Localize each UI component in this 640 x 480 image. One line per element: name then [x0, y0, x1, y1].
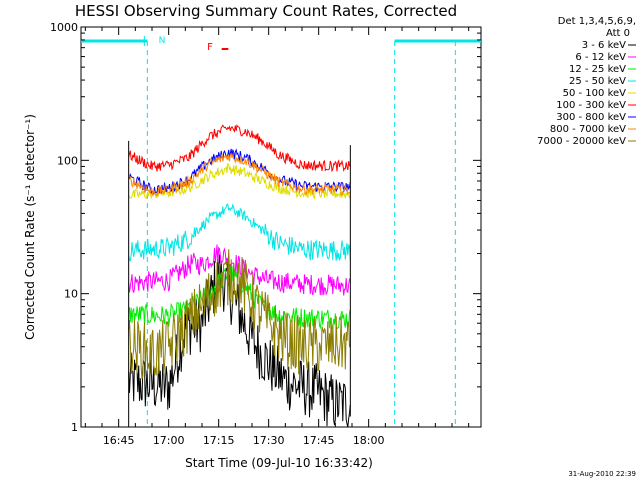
series-line-6 [128, 148, 351, 195]
legend-entry-label: 50 - 100 keV [563, 88, 627, 99]
series-line-8 [128, 249, 351, 380]
legend-entry-label: 25 - 50 keV [569, 76, 626, 87]
x-tick-label: 17:45 [303, 434, 335, 447]
x-tick-label: 17:30 [253, 434, 285, 447]
plot-frame [80, 26, 482, 428]
chart-title: HESSI Observing Summary Count Rates, Cor… [75, 2, 457, 20]
x-tick-label: 17:00 [153, 434, 185, 447]
x-tick-label: 18:00 [353, 434, 385, 447]
series-line-7 [128, 152, 351, 197]
legend-entry-label: 7000 - 20000 keV [537, 136, 626, 147]
legend-entry-label: 800 - 7000 keV [550, 124, 626, 135]
legend-header-line: Det 1,3,4,5,6,9, [558, 16, 636, 27]
legend-entry-label: 12 - 25 keV [569, 64, 626, 75]
y-axis-label: Corrected Count Rate (s⁻¹ detector⁻¹) [23, 114, 37, 340]
x-axis-label: Start Time (09-Jul-10 16:33:42) [185, 456, 373, 470]
legend-entry-label: 300 - 800 keV [556, 112, 626, 123]
date-stamp: 31-Aug-2010 22:39 [568, 470, 636, 478]
series-line-5 [128, 123, 351, 173]
y-tick-label: 100 [57, 154, 78, 167]
legend-header-line: Att 0 [606, 28, 630, 39]
series-line-3 [128, 203, 351, 262]
flare-flag-label: F [207, 42, 213, 53]
x-tick-label: 16:45 [103, 434, 135, 447]
legend-entry-label: 3 - 6 keV [582, 40, 626, 51]
y-tick-label: 10 [64, 288, 78, 301]
x-axis: 16:45 17:00 17:15 17:30 17:45 18:00 [84, 27, 470, 447]
legend-entry-label: 100 - 300 keV [556, 100, 626, 111]
series-line-0 [128, 254, 351, 428]
y-tick-label: 1 [71, 421, 78, 434]
night-flag-label: N [159, 36, 166, 46]
y-axis: 1 10 100 1000 [50, 21, 481, 434]
series-line-1 [128, 244, 351, 296]
night-flags [81, 36, 481, 427]
x-tick-label: 17:15 [203, 434, 235, 447]
legend-entry-label: 6 - 12 keV [575, 52, 626, 63]
data-series [128, 123, 351, 428]
y-tick-label: 1000 [50, 21, 78, 34]
